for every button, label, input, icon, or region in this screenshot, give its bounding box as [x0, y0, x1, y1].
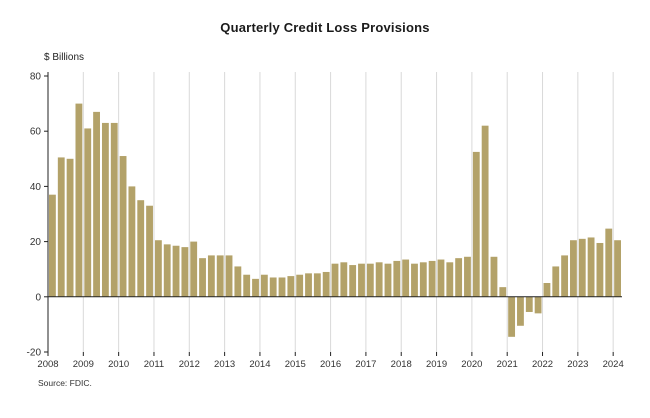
bar: [561, 255, 569, 297]
bar: [128, 186, 136, 297]
bar: [75, 103, 83, 297]
bar: [322, 271, 330, 297]
bar: [490, 256, 498, 297]
bar: [508, 296, 516, 337]
bar: [199, 258, 206, 297]
bar: [207, 255, 215, 297]
x-axis-tick-label: 2008: [37, 359, 58, 370]
bar: [66, 158, 74, 297]
y-axis-tick-label: 80: [30, 72, 42, 83]
bar: [517, 296, 524, 326]
x-axis-tick-label: 2016: [320, 359, 341, 370]
chart-title: Quarterly Credit Loss Provisions: [220, 20, 430, 35]
bar: [101, 122, 109, 297]
bar: [110, 122, 118, 297]
bar: [446, 262, 454, 297]
y-axis-tick-label: 0: [35, 292, 41, 303]
y-axis-tick-label: 60: [30, 127, 42, 138]
bar: [146, 205, 153, 297]
bar: [181, 247, 189, 297]
x-axis-tick-label: 2021: [497, 359, 518, 370]
bar: [84, 128, 92, 297]
bar: [375, 262, 383, 297]
x-axis-tick-label: 2019: [426, 359, 447, 370]
bar: [366, 263, 374, 297]
bar: [570, 240, 577, 297]
bar: [587, 237, 595, 297]
x-axis-tick-label: 2017: [355, 359, 376, 370]
bar: [313, 273, 321, 297]
bar: [411, 263, 418, 297]
x-axis-tick-label: 2011: [144, 359, 164, 370]
bar: [305, 273, 312, 297]
bar: [225, 255, 233, 297]
bar: [137, 200, 145, 297]
bar: [472, 151, 480, 297]
bar: [428, 260, 436, 297]
bar: [216, 255, 224, 297]
bar: [57, 157, 65, 297]
bar: [552, 266, 560, 297]
bar: [163, 244, 171, 297]
bar: [464, 256, 471, 297]
bar: [419, 262, 427, 297]
bar: [260, 274, 268, 297]
x-axis-tick-label: 2013: [214, 359, 235, 370]
x-axis-tick-label: 2022: [532, 359, 553, 370]
bar: [172, 245, 180, 297]
bar: [119, 156, 127, 297]
x-axis-tick-label: 2012: [179, 359, 200, 370]
bar: [437, 259, 445, 297]
bar: [384, 263, 392, 297]
x-axis-tick-label: 2018: [391, 359, 412, 370]
x-axis-tick-label: 2014: [249, 359, 270, 370]
x-axis-tick-label: 2009: [73, 359, 94, 370]
bar: [340, 262, 348, 297]
bar: [243, 274, 251, 297]
bar: [49, 194, 56, 297]
bar: [534, 296, 542, 314]
bar: [331, 263, 339, 297]
bar: [278, 277, 286, 297]
bar: [349, 265, 357, 297]
x-axis-tick-label: 2023: [567, 359, 588, 370]
bar: [358, 263, 365, 297]
x-axis-tick-label: 2024: [603, 359, 624, 370]
bar: [481, 125, 489, 297]
bar: [269, 277, 277, 297]
bar: [287, 276, 295, 297]
bar: [296, 274, 304, 297]
x-axis-tick-label: 2015: [285, 359, 306, 370]
y-axis-tick-label: -20: [27, 348, 42, 359]
y-axis-tick-label: 20: [30, 237, 42, 248]
bar: [252, 278, 259, 297]
bar: [154, 240, 162, 297]
bar: [455, 258, 463, 297]
bar: [190, 241, 198, 297]
bar: [605, 228, 613, 297]
x-axis-tick-label: 2020: [461, 359, 482, 370]
bar: [93, 111, 100, 297]
bar: [402, 259, 410, 297]
y-axis-tick-label: 40: [30, 182, 42, 193]
x-axis-tick-label: 2010: [108, 359, 129, 370]
bar: [393, 260, 401, 297]
bar: [499, 287, 507, 297]
bar: [543, 283, 551, 297]
bar: [525, 296, 533, 312]
source-label: Source: FDIC.: [38, 378, 92, 388]
bar: [596, 242, 604, 297]
bar: [578, 238, 586, 297]
y-axis-unit-label: $ Billions: [44, 52, 85, 63]
bar: [614, 240, 621, 297]
bar: [234, 266, 242, 297]
